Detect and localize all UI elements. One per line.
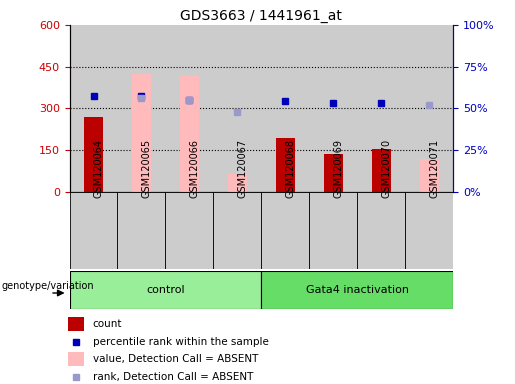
Bar bbox=[132, 74, 151, 192]
Bar bbox=[372, 149, 391, 192]
Text: GSM120069: GSM120069 bbox=[333, 139, 344, 198]
Text: genotype/variation: genotype/variation bbox=[2, 281, 94, 291]
Text: value, Detection Call = ABSENT: value, Detection Call = ABSENT bbox=[93, 354, 258, 364]
Bar bbox=[165, 192, 213, 269]
Bar bbox=[84, 117, 103, 192]
Bar bbox=[261, 25, 310, 192]
Bar bbox=[357, 192, 405, 269]
Bar bbox=[70, 271, 261, 309]
Text: control: control bbox=[146, 285, 185, 295]
Text: Gata4 inactivation: Gata4 inactivation bbox=[306, 285, 409, 295]
Bar bbox=[310, 25, 357, 192]
Text: rank, Detection Call = ABSENT: rank, Detection Call = ABSENT bbox=[93, 372, 253, 382]
Text: GSM120071: GSM120071 bbox=[429, 139, 439, 198]
Text: GSM120065: GSM120065 bbox=[142, 139, 151, 198]
Bar bbox=[228, 174, 247, 192]
Bar bbox=[180, 76, 199, 192]
Text: GSM120064: GSM120064 bbox=[94, 139, 104, 198]
Bar bbox=[310, 192, 357, 269]
Bar bbox=[117, 192, 165, 269]
Bar bbox=[117, 25, 165, 192]
Bar bbox=[420, 159, 439, 192]
Bar bbox=[213, 192, 261, 269]
Text: GSM120070: GSM120070 bbox=[381, 139, 391, 198]
Bar bbox=[68, 317, 84, 331]
Bar bbox=[276, 138, 295, 192]
Bar bbox=[405, 192, 453, 269]
Text: GSM120066: GSM120066 bbox=[190, 139, 199, 198]
Text: percentile rank within the sample: percentile rank within the sample bbox=[93, 337, 269, 347]
Title: GDS3663 / 1441961_at: GDS3663 / 1441961_at bbox=[180, 8, 342, 23]
Text: GSM120067: GSM120067 bbox=[237, 139, 247, 198]
Text: GSM120068: GSM120068 bbox=[285, 139, 295, 198]
Bar bbox=[165, 25, 213, 192]
Bar bbox=[213, 25, 261, 192]
Bar bbox=[261, 271, 453, 309]
Bar bbox=[357, 25, 405, 192]
Text: count: count bbox=[93, 319, 123, 329]
Bar bbox=[324, 154, 343, 192]
Bar bbox=[70, 25, 117, 192]
Bar bbox=[68, 352, 84, 366]
Bar bbox=[405, 25, 453, 192]
Bar bbox=[70, 192, 117, 269]
Bar bbox=[261, 192, 310, 269]
